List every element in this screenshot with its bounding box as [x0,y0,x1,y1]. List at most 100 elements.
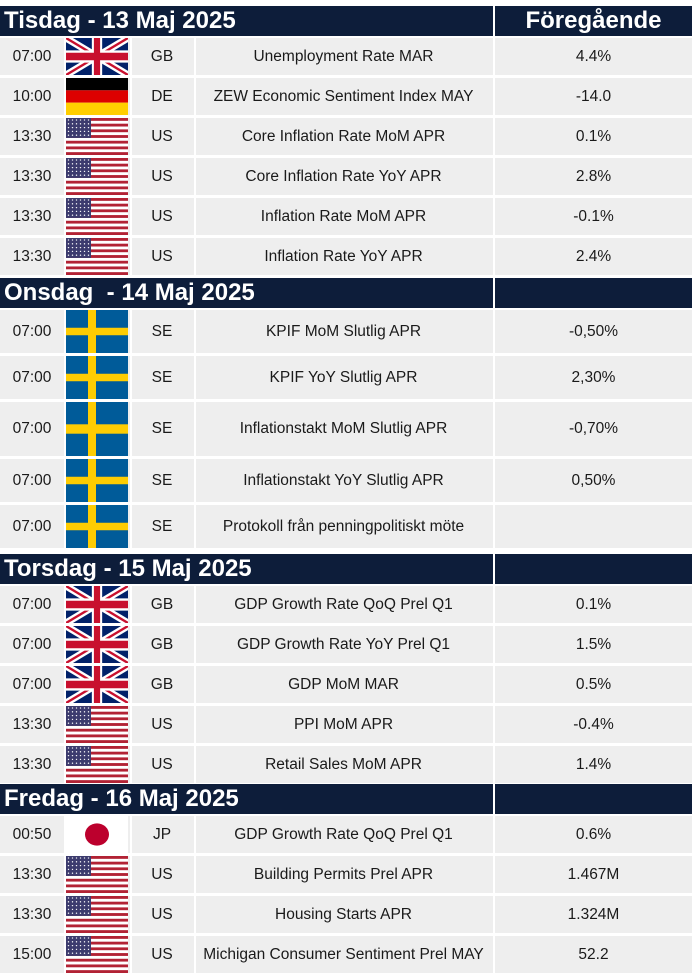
gb-flag-icon [66,626,128,663]
previous-value: 2.8% [575,167,612,185]
column-divider [194,356,196,399]
event-name: PPI MoM APR [293,715,394,733]
event-name: Core Inflation Rate YoY APR [245,167,442,185]
event-time: 13:30 [12,905,52,923]
country-code: GB [150,47,174,65]
column-divider [130,896,132,933]
se-flag-icon [66,505,128,548]
column-divider [194,78,196,115]
column-divider [64,856,66,893]
column-divider [130,816,132,853]
column-divider [194,158,196,195]
country-code: US [151,207,173,225]
previous-value: 2.4% [575,247,612,265]
column-divider [194,936,196,973]
event-time: 07:00 [12,420,52,437]
column-divider [493,118,495,155]
column-divider [64,198,66,235]
event-time: 13:30 [12,755,52,773]
column-divider [130,158,132,195]
previous-value: 0.5% [575,675,612,693]
event-name: GDP Growth Rate YoY Prel Q1 [236,635,451,653]
country-code: US [151,167,173,185]
previous-value: 0.6% [575,825,612,843]
gb-flag-icon [66,38,128,75]
day-title: Tisdag - 13 Maj 2025 [4,7,236,34]
se-flag-icon [66,356,128,399]
column-divider [493,856,495,893]
us-flag-icon [66,198,128,235]
column-divider [194,310,196,353]
previous-value: 1.324M [567,905,620,923]
event-name: Housing Starts APR [275,905,412,923]
country-code: US [151,945,173,963]
country-code: GB [150,595,174,613]
column-divider [194,746,196,783]
se-flag-icon [66,310,128,353]
event-time: 13:30 [12,715,52,733]
column-divider [130,626,132,663]
event-row: 07:00 SE Protokoll från penningpolitiskt m… [0,505,692,548]
previous-value: -0.4% [573,715,614,733]
column-divider [64,38,66,75]
country-code: US [151,247,173,265]
column-divider [194,38,196,75]
country-code: JP [152,825,172,843]
column-divider [130,936,132,973]
column-divider [130,459,132,502]
column-divider [194,459,196,502]
column-divider [493,356,495,399]
country-code: US [151,905,173,923]
column-divider [194,896,196,933]
day-title: Onsdag - 14 Maj 2025 [4,279,255,306]
country-code: US [151,865,173,883]
event-row: 00:50 JP GDP Growth Rate QoQ Prel Q1 0.6% [0,816,692,853]
de-flag-icon [66,78,128,115]
event-name: Michigan Consumer Sentiment Prel MAY [203,945,484,963]
day-header: Onsdag - 14 Maj 2025 [0,278,692,308]
us-flag-icon [66,238,128,275]
column-divider [64,666,66,703]
column-divider [130,238,132,275]
column-divider [64,706,66,743]
column-divider [130,505,132,548]
event-row: 07:00 GB GDP MoM MAR 0.5% [0,666,692,703]
us-flag-icon [66,896,128,933]
event-row: 13:30 US PPI MoM APR -0.4% [0,706,692,743]
column-divider [493,505,495,548]
previous-value: 2,30% [571,368,616,386]
column-divider [194,856,196,893]
event-row: 15:00 US Michigan Consumer Sentiment Prel … [0,936,692,973]
column-divider [64,459,66,502]
us-flag-icon [66,936,128,973]
column-divider [130,356,132,399]
event-row: 07:00 GB Unemployment Rate MAR 4.4% [0,38,692,75]
column-divider [194,402,196,456]
event-row: 13:30 US Core Inflation Rate MoM APR 0.1% [0,118,692,155]
country-code: SE [151,420,173,437]
column-divider [493,78,495,115]
country-code: SE [151,517,173,535]
column-divider [64,402,66,456]
column-divider [64,505,66,548]
event-time: 07:00 [12,47,52,65]
column-divider [130,402,132,456]
country-code: DE [151,87,173,105]
column-divider [64,310,66,353]
event-name: KPIF MoM Slutlig APR [265,322,422,340]
column-divider [493,198,495,235]
event-row: 13:30 US Inflation Rate YoY APR 2.4% [0,238,692,275]
event-row: 07:00 SE Inflationstakt MoM Slutlig APR -0,… [0,402,692,456]
country-code: GB [150,675,174,693]
previous-column-header: Föregående [525,7,662,34]
event-name: GDP Growth Rate QoQ Prel Q1 [234,595,453,613]
column-divider [64,936,66,973]
column-divider [130,198,132,235]
column-divider [493,706,495,743]
event-name: Inflationstakt MoM Slutlig APR [239,420,448,437]
event-name: Inflationstakt YoY Slutlig APR [243,471,444,489]
event-name: Retail Sales MoM APR [265,755,422,773]
event-time: 13:30 [12,167,52,185]
previous-value [495,505,692,548]
jp-flag-icon [66,816,128,853]
